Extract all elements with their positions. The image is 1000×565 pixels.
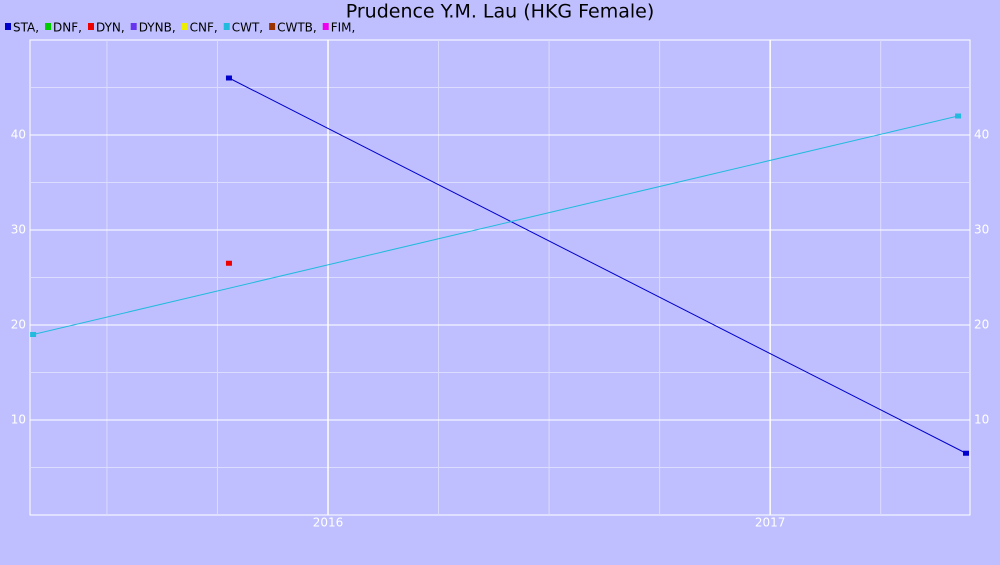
y2-tick-label: 40 (974, 128, 989, 142)
y2-tick-label: 10 (974, 413, 989, 427)
point-marker (963, 450, 970, 456)
legend-label: CNF, (190, 21, 218, 35)
legend-swatch (223, 23, 230, 30)
legend-swatch (87, 23, 94, 30)
legend-swatch (181, 23, 188, 30)
series-line (228, 77, 967, 454)
y-tick-label: 40 (11, 128, 26, 142)
legend-swatch (45, 23, 52, 30)
x-tick-label: 2016 (313, 516, 344, 530)
x-tick-label: 2017 (755, 516, 786, 530)
point-marker (955, 113, 962, 119)
legend-label: FIM, (331, 21, 356, 35)
series-line (32, 115, 959, 335)
point-marker (225, 260, 232, 266)
y2-tick-label: 20 (974, 318, 989, 332)
legend-swatch (5, 23, 11, 30)
legend-label: CWTB, (277, 21, 317, 35)
point-marker (30, 332, 37, 337)
legend-label: DNF, (53, 21, 82, 35)
legend-label: DYNB, (139, 21, 176, 35)
legend-swatch (269, 23, 276, 30)
chart-title: Prudence Y.M. Lau (HKG Female) (346, 1, 655, 23)
legend-label: CWT, (232, 21, 263, 35)
legend-label: STA, (13, 21, 39, 35)
legend-swatch (130, 23, 137, 30)
legend-swatch (322, 23, 329, 30)
y-tick-label: 10 (11, 413, 26, 427)
y-tick-label: 30 (11, 223, 26, 237)
y-tick-label: 20 (11, 318, 26, 332)
point-marker (225, 75, 232, 81)
legend-label: DYN, (96, 21, 125, 35)
y2-tick-label: 30 (974, 223, 989, 237)
